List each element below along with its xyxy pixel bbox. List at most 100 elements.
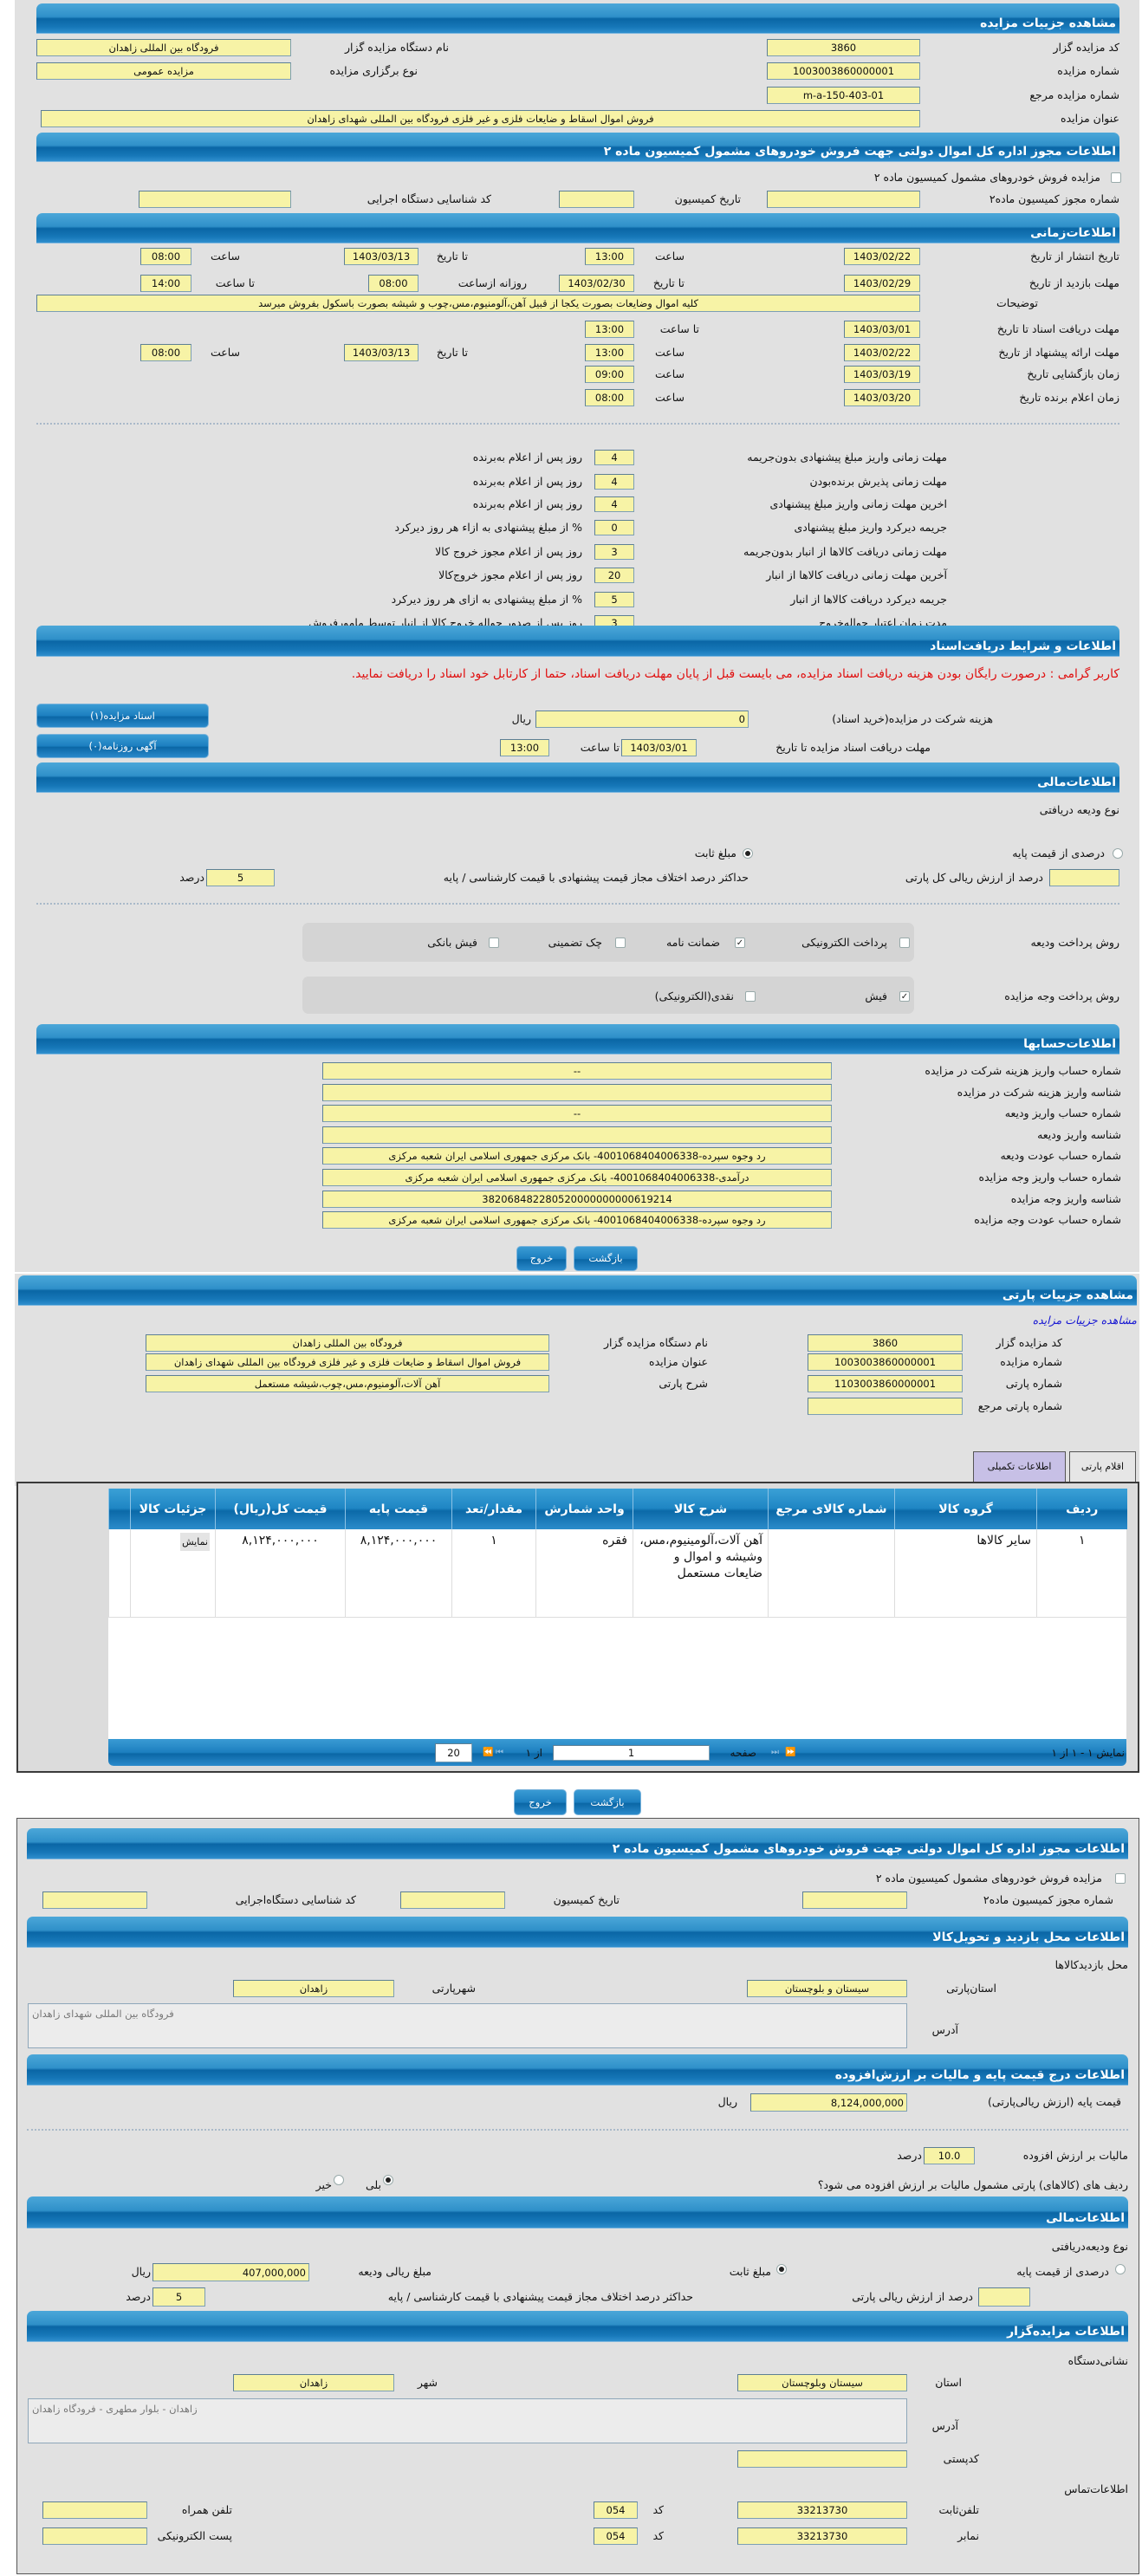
holding-type-field[interactable]: مزایده عمومی bbox=[36, 62, 291, 80]
column-header[interactable]: قیمت پایه bbox=[345, 1489, 452, 1529]
visit-address-field[interactable]: فرودگاه بین المللی شهدای زاهدان bbox=[28, 2003, 907, 2048]
visit-to-time[interactable]: 14:00 bbox=[140, 275, 191, 292]
vat-no-radio[interactable] bbox=[334, 2175, 344, 2185]
vat-yes-radio[interactable] bbox=[383, 2175, 393, 2185]
deadline-value-field[interactable]: 3 bbox=[594, 544, 634, 560]
publish-to-date[interactable]: 1403/03/13 bbox=[344, 248, 419, 265]
fixed-amount-radio[interactable] bbox=[743, 848, 753, 859]
column-header[interactable]: واحد شمارش bbox=[535, 1489, 633, 1529]
commission2-checkbox[interactable] bbox=[1115, 1873, 1126, 1884]
vat-field[interactable]: 10.0 bbox=[924, 2147, 975, 2164]
party-back-button[interactable]: بازگشت bbox=[574, 1789, 641, 1815]
party-desc-field[interactable]: آهن آلات،آلومنیوم،مس،چوب،شیشه مستعمل bbox=[146, 1375, 549, 1392]
prev-page-icon[interactable]: ⏪ bbox=[483, 1748, 494, 1757]
party-province-field[interactable]: سیستان و بلوچستان bbox=[747, 1980, 907, 1997]
offer-from-time[interactable]: 13:00 bbox=[585, 344, 634, 361]
deposit2-percent-field[interactable] bbox=[978, 2287, 1030, 2307]
email-field[interactable] bbox=[42, 2527, 147, 2545]
deposit-percent-field[interactable] bbox=[1049, 869, 1119, 886]
column-header[interactable]: شماره کالای مرجع bbox=[768, 1489, 895, 1529]
deadline-value-field[interactable]: 0 bbox=[594, 520, 634, 535]
first-page-icon[interactable]: ⏮ bbox=[496, 1748, 503, 1757]
deposit-method-checkbox[interactable] bbox=[899, 938, 910, 948]
exec2-code-field[interactable] bbox=[42, 1891, 147, 1909]
column-header[interactable]: گروه کالا bbox=[894, 1489, 1037, 1529]
next-page-icon[interactable]: ⏩ bbox=[785, 1748, 796, 1757]
column-header[interactable]: جزئیات کالا bbox=[130, 1489, 216, 1529]
opening-time[interactable]: 09:00 bbox=[585, 366, 634, 383]
offer-to-time[interactable]: 08:00 bbox=[140, 344, 191, 361]
party-subject-field[interactable]: فروش اموال اسقاط و ضایعات فلزی و غیر فلز… bbox=[146, 1353, 549, 1371]
doc-download-date[interactable]: 1403/03/01 bbox=[621, 739, 697, 756]
account-field[interactable]: -- bbox=[322, 1105, 832, 1122]
party-number-field[interactable]: 1103003860000001 bbox=[808, 1375, 963, 1392]
payment-method-checkbox[interactable] bbox=[745, 991, 756, 1002]
offer-to-date[interactable]: 1403/03/13 bbox=[344, 344, 419, 361]
party-organizer-code-field[interactable]: 3860 bbox=[808, 1334, 963, 1352]
permit2-number-field[interactable] bbox=[802, 1891, 907, 1909]
organizer-city-field[interactable]: زاهدان bbox=[233, 2374, 394, 2391]
phone-code-field[interactable]: 054 bbox=[594, 2501, 638, 2519]
mobile-field[interactable] bbox=[42, 2501, 147, 2519]
account-field[interactable]: رد وجوه سپرده-4001068404006338- بانک مرک… bbox=[322, 1211, 832, 1229]
exit-button[interactable]: خروج bbox=[516, 1246, 567, 1271]
newspaper-ad-button[interactable]: آگهی روزنامه(۰) bbox=[36, 734, 209, 758]
tab-extra-info[interactable]: اطلاعات تکمیلی bbox=[973, 1451, 1066, 1483]
opening-date[interactable]: 1403/03/19 bbox=[844, 366, 920, 383]
auction-documents-button[interactable]: اسناد مزایده(۱) bbox=[36, 704, 209, 728]
percent-of-base2-radio[interactable] bbox=[1115, 2264, 1126, 2274]
account-field[interactable]: رد وجوه سپرده-4001068404006338- بانک مرک… bbox=[322, 1147, 832, 1165]
winner-date[interactable]: 1403/03/20 bbox=[844, 389, 920, 406]
visit-daily-from[interactable]: 08:00 bbox=[368, 275, 419, 292]
doc-download-time[interactable]: 13:00 bbox=[500, 739, 549, 756]
organizer-name-field[interactable]: فرودگاه بین المللی زاهدان bbox=[36, 39, 291, 56]
tab-party-items[interactable]: اقلام پارتی bbox=[1069, 1451, 1136, 1483]
deadline-value-field[interactable]: 4 bbox=[594, 474, 634, 490]
publish-from-time[interactable]: 13:00 bbox=[585, 248, 634, 265]
account-field[interactable]: 382068482280520000000000619214 bbox=[322, 1191, 832, 1208]
organizer-province-field[interactable]: سیستان وبلوچستان bbox=[737, 2374, 907, 2391]
organizer-address-field[interactable]: زاهدان - بلوار مطهری - فرودگاه زاهدان bbox=[28, 2398, 907, 2443]
max-diff-field[interactable]: 5 bbox=[206, 869, 275, 886]
visit-from-date[interactable]: 1403/02/29 bbox=[844, 275, 920, 292]
payment-method-checkbox[interactable] bbox=[899, 991, 910, 1002]
party-organizer-name-field[interactable]: فرودگاه بین المللی زاهدان bbox=[146, 1334, 549, 1352]
last-page-icon[interactable]: ⏭ bbox=[771, 1748, 779, 1757]
party-exit-button[interactable]: خروج bbox=[514, 1789, 567, 1815]
auction-number-field[interactable]: 1003003860000001 bbox=[767, 62, 920, 80]
winner-time[interactable]: 08:00 bbox=[585, 389, 634, 406]
deposit-method-checkbox[interactable] bbox=[489, 938, 499, 948]
doc-deadline-time[interactable]: 13:00 bbox=[585, 321, 634, 338]
party-city-field[interactable]: زاهدان bbox=[233, 1980, 394, 1997]
doc-deadline-date[interactable]: 1403/03/01 bbox=[844, 321, 920, 338]
deposit-method-checkbox[interactable] bbox=[735, 938, 745, 948]
phone-field[interactable]: 33213730 bbox=[737, 2501, 907, 2519]
offer-from-date[interactable]: 1403/02/22 bbox=[844, 344, 920, 361]
commission-checkbox[interactable] bbox=[1111, 172, 1121, 183]
publish-to-time[interactable]: 08:00 bbox=[140, 248, 191, 265]
column-header[interactable]: مقدار/تعد bbox=[451, 1489, 536, 1529]
deposit-amount-field[interactable]: 407,000,000 bbox=[152, 2263, 309, 2281]
party-auction-number-field[interactable]: 1003003860000001 bbox=[808, 1353, 963, 1371]
postal-code-field[interactable] bbox=[737, 2450, 907, 2468]
organizer-code-field[interactable]: 3860 bbox=[767, 39, 920, 56]
column-header[interactable] bbox=[108, 1489, 131, 1529]
account-field[interactable]: -- bbox=[322, 1062, 832, 1080]
publish-from-date[interactable]: 1403/02/22 bbox=[844, 248, 920, 265]
account-field[interactable]: درآمدی-4001068404006338- بانک مرکزی جمهو… bbox=[322, 1169, 832, 1186]
fixed-amount2-radio[interactable] bbox=[776, 2264, 787, 2274]
party-ref-field[interactable] bbox=[808, 1398, 963, 1415]
max-diff2-field[interactable]: 5 bbox=[152, 2287, 205, 2307]
deadline-value-field[interactable]: 4 bbox=[594, 450, 634, 465]
percent-of-base-radio[interactable] bbox=[1113, 848, 1123, 859]
back-button[interactable]: بازگشت bbox=[574, 1246, 638, 1271]
deadline-value-field[interactable]: 4 bbox=[594, 496, 634, 512]
fax-field[interactable]: 33213730 bbox=[737, 2527, 907, 2545]
column-header[interactable]: قیمت کل(ریال) bbox=[215, 1489, 346, 1529]
account-field[interactable] bbox=[322, 1084, 832, 1101]
column-header[interactable]: ردیف bbox=[1036, 1489, 1127, 1529]
column-header[interactable]: شرح کالا bbox=[633, 1489, 769, 1529]
account-field[interactable] bbox=[322, 1126, 832, 1144]
visit-to-date[interactable]: 1403/02/30 bbox=[559, 275, 634, 292]
base-price-field[interactable]: 8,124,000,000 bbox=[750, 2093, 907, 2112]
